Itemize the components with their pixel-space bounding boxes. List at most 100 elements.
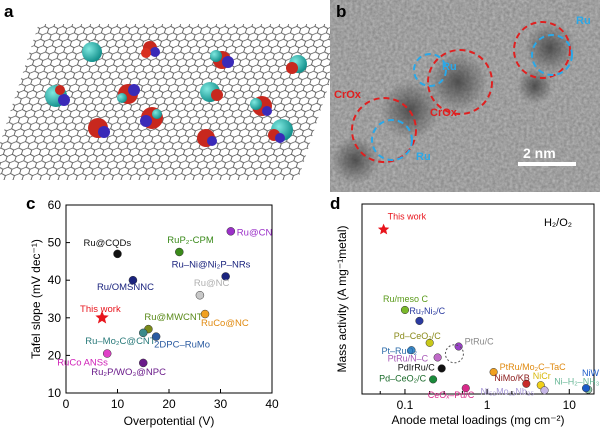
ru-region-right [531,34,573,76]
data-label-d: Pd–CeO₂/C [394,331,442,341]
crox-region-left [351,97,417,163]
data-label-c: Ru–Mo₂C@CNT [85,336,156,347]
panel-d-chart: d H₂/O₂ 0.1 1 10 This work Ru/meso C Ru₇Ni₃/… [300,192,600,432]
data-point-d [425,338,434,347]
data-point-d [461,384,470,393]
y-tick-label-c: 60 [48,198,62,212]
data-label-d: PdIrRu/C [398,362,436,372]
data-label-c: Ru@MWCNT [144,312,202,323]
data-label-c: RuCo@NC [201,318,249,329]
data-point-c [175,247,184,257]
data-label-d: Pd–CeO₂/C [379,373,427,383]
y-tick-label-c: 10 [48,386,62,400]
data-label-c: Ru@NC [194,278,230,289]
panel-label-a: a [4,2,14,21]
panel-label-b: b [336,2,347,21]
data-label-d: NiMo/KB [494,373,530,383]
data-point-this-work-c [95,310,109,324]
crox-region-center [427,49,493,115]
data-point-this-work-d [377,223,390,235]
data-label-d: PtRu/C [465,337,495,347]
data-point-d [489,368,498,377]
scale-bar-label: 2 nm [523,145,556,161]
mass-activity-chart: H₂/O₂ 0.1 1 10 This work Ru/meso C Ru₇Ni₃/C P… [335,203,600,427]
data-point-c [151,332,161,341]
panel-label-d: d [330,194,341,213]
x-tick-label-c: 30 [214,397,228,411]
data-point-c [195,290,205,300]
data-point-d [429,375,438,384]
plot-frame-d [361,203,595,395]
x-axis-label-d: Anode metal loadings (mg cm⁻²) [391,413,564,427]
panel-c-chart: c 0 10 20 30 40 10 20 30 40 50 60 Ru@CQDs RuP₂-CPM R… [0,192,296,432]
annotation-ru-top: Ru [442,61,457,73]
y-tick-label-c: 20 [48,348,62,362]
data-label-c: RuCo ANSs [57,358,108,369]
data-label-c: Ru₂P/WO₃@NPC [91,367,166,378]
data-point-d [400,305,410,315]
data-label-c: Ru–Ni@Ni₂P–NRs [172,259,251,270]
data-point-c [102,349,112,358]
data-label-d: CeOₓ–Pd/C [428,390,475,400]
y-tick-label-c: 50 [48,236,62,250]
tem-micrograph: Ru CrOx CrOx Ru Ru 2 nm [330,0,600,192]
data-point-c [139,358,148,368]
ru-region-left [371,119,413,161]
data-label-c: Ru/OMSNNC [97,282,154,293]
data-point-c [221,272,230,281]
y-axis-label-c: Tafel slope (mV dec⁻¹) [29,239,43,359]
data-point-d [581,384,591,393]
data-point-d [407,346,416,355]
data-label-c: 2DPC–RuMo [154,340,210,351]
annotation-crox-left: CrOx [334,89,362,101]
ru-region-center [413,53,447,87]
x-tick-label-c: 40 [265,397,279,411]
x-tick-label-c: 20 [162,397,176,411]
data-label-d: NiCr [533,371,551,381]
data-point-d [437,364,446,373]
data-label-d: Ru₇Ni₃/C [409,306,445,316]
x-tick-label-c: 0 [63,397,70,411]
condition-label: H₂/O₂ [544,217,572,229]
data-label-d: Ni₅₂Mo₁₃Nb₃₅ [481,386,535,396]
data-label-c: This work [80,304,121,315]
panel-label-c: c [26,194,36,213]
data-label-d: Pt–RuO₂ [381,346,417,356]
y-axis-label-d: Mass activity (A mg⁻¹metal) [335,225,349,372]
data-point-d [522,379,531,388]
data-label-d: Ni–H₂–NH₃ [554,377,600,387]
crox-region-right [513,21,571,79]
scale-bar [518,162,576,166]
x-axis-label-c: Overpotential (V) [124,414,215,428]
panel-b-tem-image: Ru CrOx CrOx Ru Ru 2 nm b [330,0,600,192]
x-tick-label-d: 1 [484,398,491,412]
data-label-d: PtRu/N–C [388,353,429,363]
data-point-d [415,316,424,325]
y-tick-label-c: 30 [48,311,62,325]
data-label-c: RuP₂-CPM [167,235,214,246]
data-label-c: Ru@CN [237,227,273,238]
data-point-d [540,386,549,395]
data-point-c [139,328,148,338]
data-point-c [113,249,122,259]
data-point-c [128,275,138,285]
data-point-d [433,353,442,362]
data-point-c [200,309,210,319]
annotation-crox-center: CrOx [430,107,458,119]
y-tick-label-c: 40 [48,273,62,287]
data-label-d: PtRu/Mo₂C–TaC [500,362,567,372]
panel-a-rendering: a [0,0,349,192]
x-tick-label-c: 10 [111,397,125,411]
x-tick-label-d: 0.1 [397,398,414,412]
data-label-d: Ru/meso C [383,294,429,304]
cluster-highlight [444,344,464,364]
x-tick-label-d: 10 [563,398,577,412]
data-label-d: NiW [582,368,599,378]
annotation-ru-bottom: Ru [416,151,431,163]
data-label-d: This work [388,212,427,222]
data-point-c [226,227,236,236]
data-label-c: Ru@CQDs [84,238,132,249]
data-point-d [454,342,463,351]
nanoparticle-clusters [45,41,307,147]
